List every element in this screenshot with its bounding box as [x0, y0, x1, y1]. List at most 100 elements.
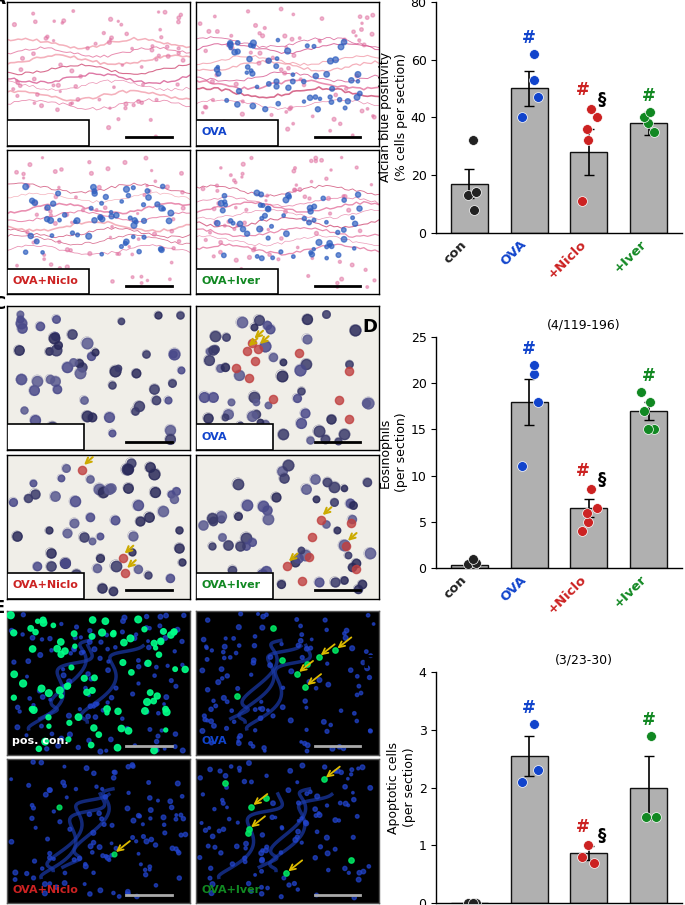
Point — [120, 236, 131, 251]
Point — [29, 413, 40, 427]
Point — [162, 393, 173, 407]
Point — [338, 223, 349, 237]
Point — [340, 796, 351, 811]
Point — [40, 877, 51, 891]
Point — [263, 223, 274, 237]
Point — [214, 824, 225, 838]
Point — [169, 644, 180, 659]
Point — [347, 641, 358, 655]
Point — [268, 709, 279, 723]
Point — [103, 654, 114, 669]
Point — [238, 268, 249, 282]
Point — [362, 280, 373, 294]
Point — [203, 344, 214, 358]
Point — [13, 343, 24, 357]
Point — [225, 759, 236, 774]
Point — [162, 40, 173, 54]
Point — [214, 764, 225, 778]
Bar — [451, 184, 488, 233]
Point — [205, 225, 216, 240]
Point — [203, 821, 214, 835]
Point — [218, 430, 229, 444]
Point — [346, 73, 357, 88]
Point — [47, 727, 58, 741]
Point — [249, 389, 260, 404]
Text: OVA+Niclo: OVA+Niclo — [12, 580, 78, 590]
Point — [169, 625, 179, 640]
Point — [310, 851, 321, 865]
Point — [82, 685, 92, 700]
Point — [20, 179, 31, 194]
Point — [68, 355, 79, 369]
Point — [347, 560, 358, 575]
Point — [77, 203, 88, 217]
Point — [108, 625, 119, 640]
Point — [262, 511, 273, 526]
Point — [201, 641, 212, 655]
Point — [162, 659, 173, 673]
Point — [199, 712, 210, 727]
Point — [346, 512, 357, 527]
Point — [102, 851, 113, 865]
Point — [214, 361, 225, 376]
Point — [358, 864, 369, 879]
Point — [195, 771, 206, 786]
Point — [293, 346, 304, 360]
Point — [95, 211, 105, 225]
Point — [21, 670, 32, 684]
Point — [357, 104, 368, 119]
Point — [29, 71, 40, 86]
Point — [37, 862, 48, 876]
Point — [84, 634, 95, 649]
Point — [219, 195, 230, 209]
Point — [30, 821, 41, 835]
Point — [174, 540, 185, 555]
Point — [338, 193, 349, 207]
Point — [55, 634, 66, 649]
Point — [314, 575, 325, 589]
Point — [78, 393, 89, 407]
Point — [363, 395, 374, 410]
Point — [16, 316, 27, 330]
Point — [221, 721, 232, 736]
Point — [173, 234, 184, 249]
Point — [171, 842, 182, 856]
Point — [261, 840, 272, 854]
Point — [206, 538, 217, 553]
Point — [516, 110, 527, 125]
Point — [97, 849, 108, 863]
Point — [66, 661, 77, 675]
Point — [323, 678, 334, 692]
Point — [314, 235, 325, 250]
Point — [275, 2, 286, 16]
Point — [283, 783, 294, 797]
Point — [291, 178, 302, 193]
Point — [160, 723, 171, 738]
Point — [470, 557, 481, 571]
Point — [29, 853, 40, 868]
Point — [243, 822, 254, 836]
Point — [305, 433, 316, 447]
Point — [296, 543, 307, 557]
Point — [349, 706, 360, 720]
Point — [142, 273, 153, 288]
Point — [49, 329, 60, 343]
Point — [62, 260, 73, 274]
Point — [173, 11, 184, 25]
Point — [121, 462, 132, 477]
Point — [467, 133, 478, 148]
Point — [208, 693, 219, 708]
Point — [332, 523, 342, 538]
Point — [256, 880, 267, 894]
Point — [48, 618, 59, 633]
Point — [254, 26, 265, 41]
Point — [352, 669, 363, 683]
Point — [151, 52, 162, 67]
Point — [215, 245, 226, 260]
Point — [127, 759, 138, 774]
Point — [90, 697, 101, 711]
Point — [323, 191, 334, 205]
Point — [133, 232, 144, 246]
Point — [176, 556, 187, 570]
Point — [150, 641, 161, 655]
